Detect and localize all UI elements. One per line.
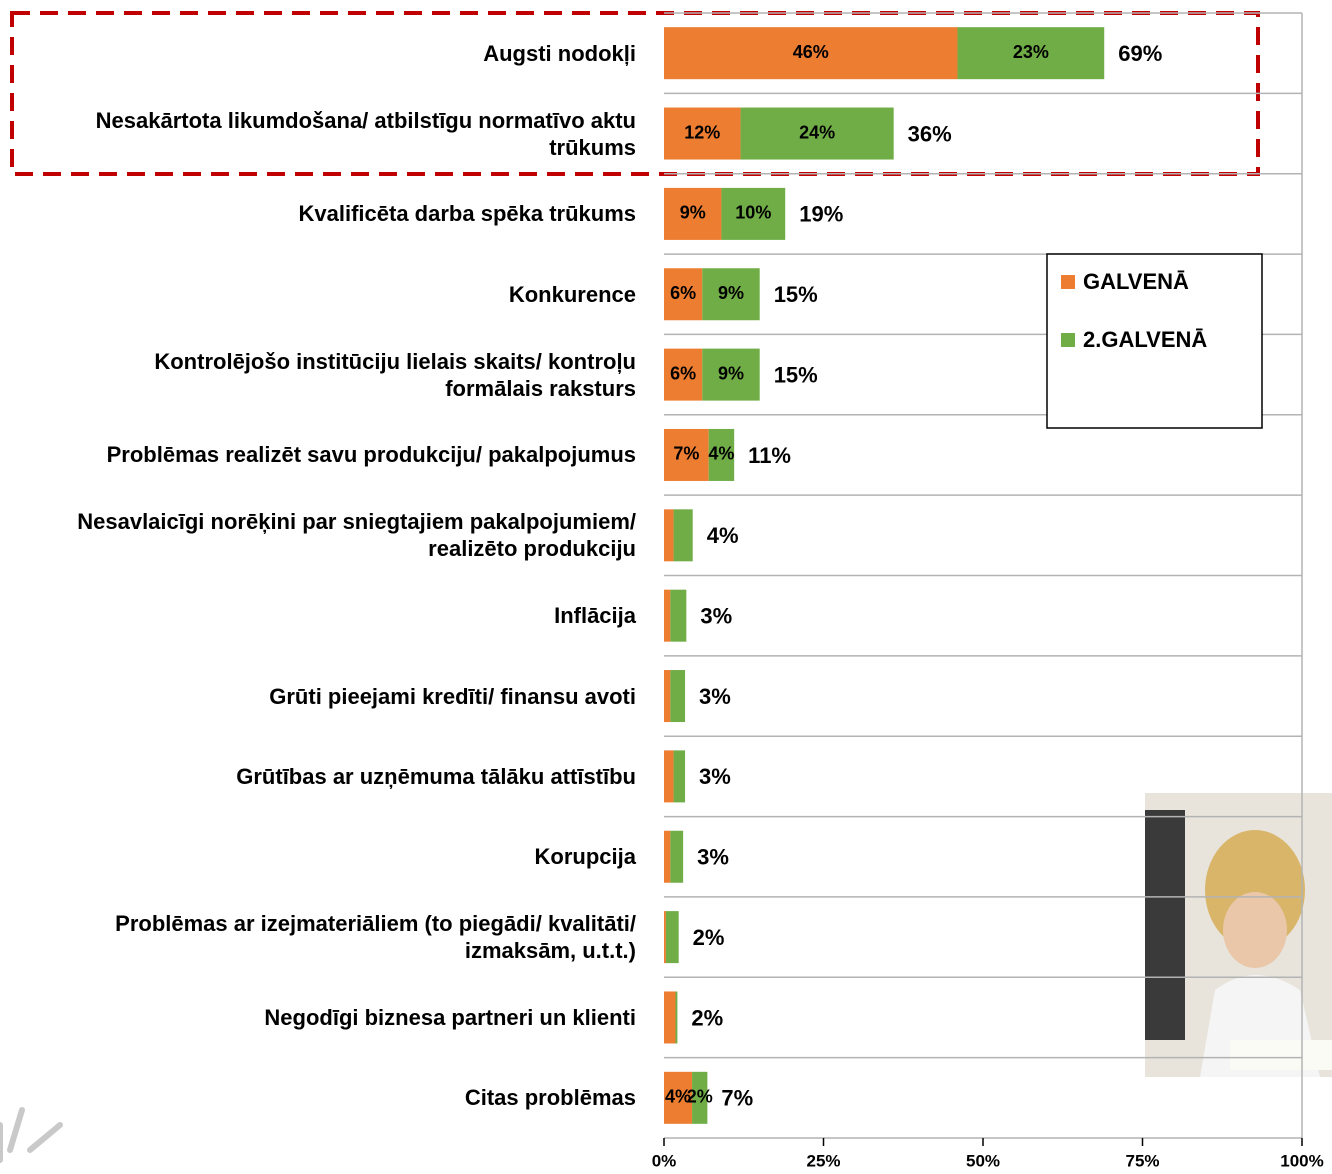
segment-label: 23% (1013, 42, 1049, 62)
bar-segment (673, 509, 693, 562)
x-tick-label: 25% (806, 1151, 840, 1170)
segment-label: 12% (684, 122, 720, 142)
category-label: Nesavlaicīgi norēķini par sniegtajiem pa… (77, 509, 636, 562)
x-tick-label: 0% (652, 1151, 677, 1170)
total-label: 3% (699, 684, 731, 709)
bar-segment (702, 348, 760, 401)
bar-segment (692, 1071, 708, 1124)
bar-segment (670, 589, 687, 642)
segment-label: 24% (799, 122, 835, 142)
segment-label: 4% (708, 444, 734, 464)
x-tick-label: 100% (1280, 1151, 1323, 1170)
bar-segment (664, 428, 709, 481)
total-label: 3% (700, 603, 732, 628)
x-tick-label: 75% (1125, 1151, 1159, 1170)
bar-segment (702, 268, 760, 321)
total-label: 3% (699, 764, 731, 789)
category-label: Problēmas realizēt savu produkciju/ paka… (106, 442, 636, 468)
decoration (0, 1107, 63, 1163)
bar-segment (664, 107, 741, 160)
legend-box (1046, 253, 1263, 429)
bar-segment (664, 187, 722, 240)
bar-segment (664, 589, 671, 642)
segment-label: 46% (793, 42, 829, 62)
category-label: Kvalificēta darba spēka trūkums (298, 201, 636, 227)
bar-segment (664, 911, 666, 964)
bar-segment (664, 750, 674, 803)
bar-segment (670, 670, 686, 723)
bar-segment (721, 187, 786, 240)
segment-label: 9% (718, 283, 744, 303)
category-label: Konkurence (508, 281, 636, 307)
total-label: 69% (1118, 41, 1162, 66)
bar-segment (740, 107, 894, 160)
category-label: Citas problēmas (464, 1085, 636, 1111)
category-label: Nesakārtota likumdošana/ atbilstīgu norm… (95, 107, 636, 160)
total-label: 19% (799, 202, 843, 227)
total-label: 4% (707, 523, 739, 548)
bar-segment (708, 428, 735, 481)
total-label: 7% (721, 1086, 753, 1111)
bar-segment (665, 911, 679, 964)
total-label: 3% (697, 845, 729, 870)
bar-segment (670, 830, 684, 883)
segment-label: 9% (680, 203, 706, 223)
segment-label: 9% (718, 363, 744, 383)
bar-segment (673, 750, 686, 803)
total-label: 36% (908, 121, 952, 146)
bar-segment (664, 1071, 693, 1124)
photo (1145, 793, 1332, 1077)
bar-segment (957, 27, 1105, 80)
bar-segment (664, 27, 958, 80)
segment-label: 2% (687, 1087, 713, 1107)
bar-segment (664, 670, 671, 723)
total-label: 2% (691, 1005, 723, 1030)
total-label: 15% (774, 282, 818, 307)
total-label: 15% (774, 362, 818, 387)
bar-segment (664, 268, 703, 321)
total-label: 11% (748, 443, 791, 468)
bar-segment (664, 830, 671, 883)
segment-label: 4% (665, 1087, 691, 1107)
bar-segment (664, 348, 703, 401)
legend-label: GALVENĀ (1083, 269, 1189, 294)
total-label: 2% (693, 925, 725, 950)
segment-label: 7% (673, 444, 699, 464)
bar-segment (664, 991, 676, 1044)
legend-swatch (1061, 275, 1075, 289)
legend-swatch (1061, 333, 1075, 347)
legend-label: 2.GALVENĀ (1083, 327, 1207, 352)
bar-segment (675, 991, 678, 1044)
category-label: Negodīgi biznesa partneri un klienti (264, 1004, 636, 1030)
x-tick-label: 50% (966, 1151, 1000, 1170)
category-label: Korupcija (534, 844, 636, 870)
bar-segment (664, 509, 674, 562)
category-label: Inflācija (554, 603, 636, 629)
category-label: Grūti pieejami kredīti/ finansu avoti (269, 683, 636, 709)
category-label: Augsti nodokļi (483, 40, 636, 66)
segment-label: 6% (670, 283, 696, 303)
segment-label: 10% (735, 203, 771, 223)
segment-label: 6% (670, 363, 696, 383)
category-label: Problēmas ar izejmateriāliem (to piegādi… (115, 911, 636, 964)
category-label: Grūtības ar uzņēmuma tālāku attīstību (236, 763, 636, 789)
category-label: Kontrolējošo institūciju lielais skaits/… (154, 348, 636, 401)
